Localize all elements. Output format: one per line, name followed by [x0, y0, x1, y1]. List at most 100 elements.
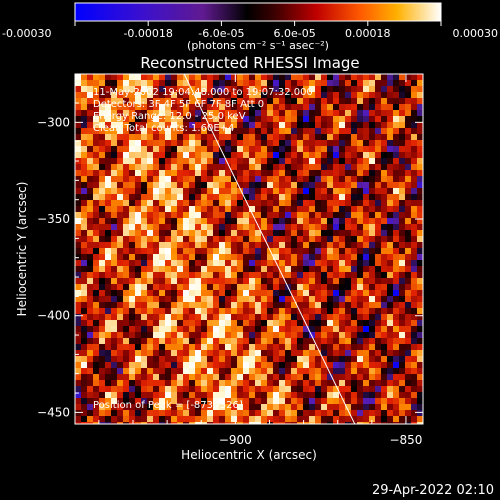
heatmap-cell	[183, 86, 189, 92]
heatmap-cell	[381, 368, 387, 374]
heatmap-cell	[207, 392, 213, 398]
heatmap-cell	[135, 86, 141, 92]
heatmap-cell	[147, 254, 153, 260]
heatmap-cell	[327, 158, 333, 164]
heatmap-cell	[207, 140, 213, 146]
heatmap-cell	[267, 212, 273, 218]
heatmap-cell	[387, 266, 393, 272]
heatmap-cell	[327, 188, 333, 194]
heatmap-cell	[243, 236, 249, 242]
heatmap-cell	[267, 236, 273, 242]
heatmap-cell	[381, 188, 387, 194]
heatmap-cell	[369, 350, 375, 356]
heatmap-cell	[225, 170, 231, 176]
heatmap-cell	[81, 104, 87, 110]
heatmap-cell	[237, 116, 243, 122]
heatmap-cell	[231, 374, 237, 380]
heatmap-cell	[135, 410, 141, 416]
heatmap-cell	[243, 110, 249, 116]
heatmap-cell	[93, 128, 99, 134]
heatmap-cell	[393, 116, 399, 122]
heatmap-cell	[279, 224, 285, 230]
heatmap-cell	[123, 206, 129, 212]
heatmap-cell	[123, 92, 129, 98]
heatmap-cell	[387, 170, 393, 176]
heatmap-cell	[105, 152, 111, 158]
heatmap-cell	[327, 128, 333, 134]
heatmap-cell	[261, 188, 267, 194]
heatmap-cell	[165, 218, 171, 224]
heatmap-cell	[111, 158, 117, 164]
heatmap-cell	[153, 128, 159, 134]
heatmap-cell	[297, 326, 303, 332]
heatmap-cell	[297, 338, 303, 344]
heatmap-cell	[243, 86, 249, 92]
heatmap-cell	[333, 374, 339, 380]
heatmap-cell	[207, 302, 213, 308]
heatmap-cell	[201, 212, 207, 218]
heatmap-cell	[333, 254, 339, 260]
heatmap-cell	[111, 278, 117, 284]
heatmap-cell	[123, 416, 129, 422]
heatmap-cell	[357, 206, 363, 212]
heatmap-cell	[357, 296, 363, 302]
heatmap-cell	[387, 296, 393, 302]
heatmap-cell	[375, 320, 381, 326]
heatmap-cell	[411, 296, 417, 302]
heatmap-cell	[183, 254, 189, 260]
heatmap-cell	[147, 314, 153, 320]
heatmap-cell	[93, 422, 99, 424]
heatmap-cell	[315, 422, 321, 424]
heatmap-cell	[135, 122, 141, 128]
heatmap-cell	[87, 152, 93, 158]
heatmap-cell	[123, 140, 129, 146]
heatmap-cell	[279, 344, 285, 350]
heatmap-cell	[201, 128, 207, 134]
heatmap-cell	[207, 338, 213, 344]
heatmap-cell	[171, 422, 177, 424]
heatmap-cell	[309, 98, 315, 104]
heatmap-cell	[237, 326, 243, 332]
heatmap-cell	[153, 104, 159, 110]
heatmap-cell	[267, 422, 273, 424]
heatmap-cell	[201, 290, 207, 296]
heatmap-cell	[387, 188, 393, 194]
heatmap-cell	[249, 284, 255, 290]
heatmap-cell	[261, 326, 267, 332]
heatmap-cell	[141, 122, 147, 128]
heatmap-cell	[279, 176, 285, 182]
heatmap-cell	[75, 356, 81, 362]
heatmap-cell	[411, 308, 417, 314]
heatmap-cell	[171, 122, 177, 128]
heatmap-cell	[321, 362, 327, 368]
heatmap-cell	[279, 248, 285, 254]
heatmap-cell	[303, 332, 309, 338]
heatmap-cell	[309, 212, 315, 218]
heatmap-cell	[249, 278, 255, 284]
heatmap-cell	[177, 290, 183, 296]
heatmap-cell	[195, 134, 201, 140]
heatmap-cell	[405, 308, 411, 314]
heatmap-cell	[237, 416, 243, 422]
heatmap-cell	[243, 218, 249, 224]
heatmap-cell	[255, 410, 261, 416]
heatmap-cell	[261, 302, 267, 308]
heatmap-cell	[171, 176, 177, 182]
heatmap-cell	[123, 248, 129, 254]
heatmap-cell	[375, 92, 381, 98]
heatmap-cell	[171, 398, 177, 404]
heatmap-cell	[321, 392, 327, 398]
heatmap-cell	[291, 176, 297, 182]
heatmap-cell	[105, 416, 111, 422]
heatmap-cell	[363, 326, 369, 332]
heatmap-cell	[363, 344, 369, 350]
heatmap-cell	[87, 416, 93, 422]
heatmap-cell	[87, 266, 93, 272]
heatmap-cell	[111, 110, 117, 116]
heatmap-cell	[339, 104, 345, 110]
heatmap-cell	[363, 212, 369, 218]
heatmap-cell	[201, 350, 207, 356]
heatmap-cell	[189, 392, 195, 398]
heatmap-cell	[387, 134, 393, 140]
heatmap-cell	[201, 332, 207, 338]
